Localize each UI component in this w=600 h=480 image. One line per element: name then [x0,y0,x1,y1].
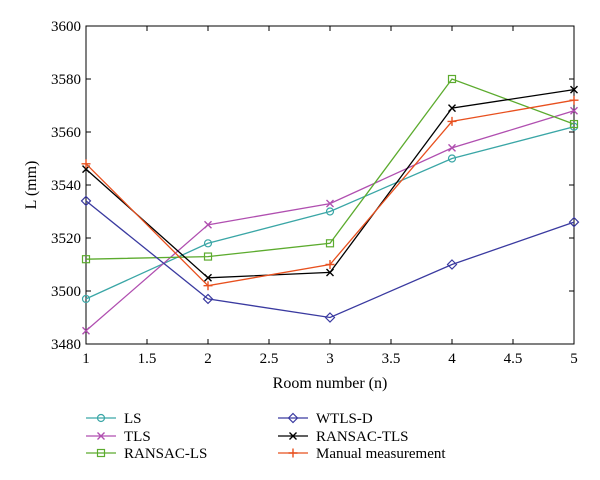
legend-label: Manual measurement [316,446,446,462]
legend-item: RANSAC-TLS [278,429,409,445]
legend-marker [287,412,299,424]
y-tick-label: 3560 [51,125,81,141]
y-tick-label: 3600 [51,19,81,35]
x-tick-label: 5 [570,351,578,367]
legend-item: Manual measurement [278,446,446,462]
y-tick-label: 3480 [51,337,81,353]
x-axis-label: Room number (n) [273,375,388,392]
data-point [82,326,90,335]
data-point [81,294,91,304]
series-manual-measurement [81,95,579,291]
y-axis-label: L (mm) [23,161,40,210]
legend-marker [289,432,297,440]
data-point [326,199,334,208]
legend-label: TLS [124,429,151,445]
series-ls [81,122,579,304]
series-wtls-d [80,195,580,323]
data-point [570,106,578,115]
legend-label: RANSAC-LS [124,446,207,462]
legend-item: LS [86,411,142,427]
data-point [325,239,335,248]
x-tick-label: 1.5 [138,351,157,367]
y-tick-label: 3500 [51,284,81,300]
series-line [85,78,575,260]
axis-ticks: 1 1.5 2 2.5 3 3.5 4 4.5 5 3480 3500 3520 3540 3560 358… [51,19,578,367]
y-tick-label: 3520 [51,231,81,247]
data-point [203,281,213,291]
legend-marker [96,413,106,423]
x-tick-label: 3 [326,351,334,367]
series-ransac-tls [82,85,578,282]
data-point [204,220,212,229]
data-point [447,74,457,84]
data-point [446,259,458,270]
data-point [325,207,335,216]
series-layer [80,74,580,335]
series-tls [82,106,578,335]
x-tick-label: 4.5 [504,351,523,367]
data-point [203,239,213,248]
legend-item: TLS [86,429,151,445]
legend-marker [96,448,106,458]
data-point [570,85,578,94]
data-point [203,252,213,261]
data-point [569,119,579,129]
data-point [568,216,580,228]
data-point [81,255,91,264]
data-point [80,195,92,207]
data-point [448,104,456,113]
x-tick-label: 2.5 [260,351,279,367]
x-tick-label: 3.5 [382,351,401,367]
plot-area [85,25,575,345]
x-tick-label: 2 [204,351,212,367]
data-point [569,95,579,105]
data-point [81,159,91,169]
legend-marker [288,448,298,458]
data-point [447,116,457,126]
legend-item: RANSAC-LS [86,446,207,462]
legend-marker [97,432,105,440]
data-point [325,260,335,269]
legend-item: WTLS-D [278,411,373,427]
legend-label: WTLS-D [316,411,373,427]
y-tick-label: 3580 [51,72,81,88]
data-point [204,273,212,282]
data-point [202,293,214,305]
series-line [85,126,575,300]
data-point [326,268,334,277]
series-line [85,200,575,319]
data-point [448,143,456,152]
data-point [324,312,336,323]
x-tick-label: 4 [448,351,456,367]
x-tick-label: 1 [82,351,90,367]
data-point [447,154,457,163]
series-ransac-ls [81,74,579,264]
y-tick-label: 3540 [51,178,81,194]
legend-label: LS [124,411,142,427]
legend-label: RANSAC-TLS [316,429,409,445]
